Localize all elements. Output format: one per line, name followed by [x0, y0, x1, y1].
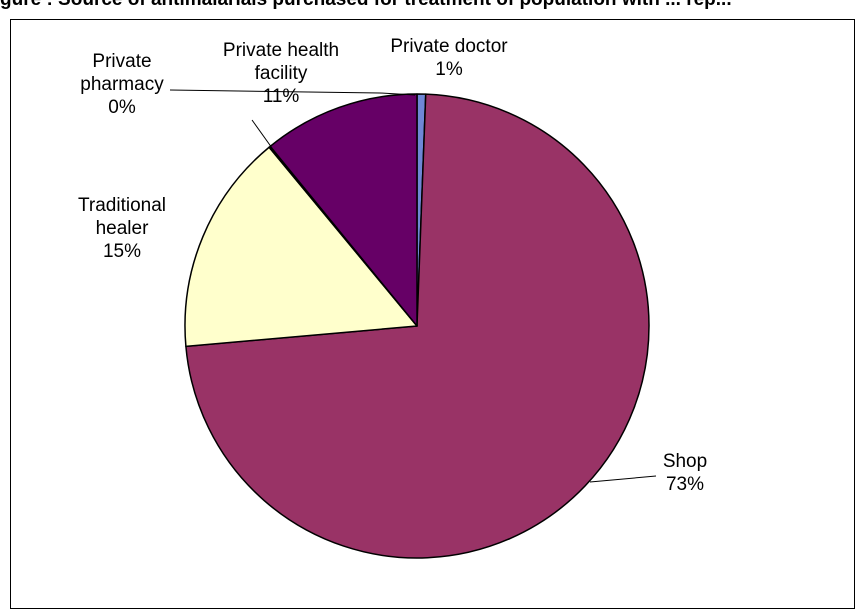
slice-private-health-facility-label-line: facility [255, 63, 308, 84]
slice-private-pharmacy-label: Private pharmacy 0% [80, 51, 164, 118]
slice-private-health-facility-leader-line [251, 119, 273, 149]
leader-lines [169, 89, 657, 483]
slice-private-pharmacy-label-line: Private [92, 51, 151, 72]
slice-private-doctor-label: Private doctor 1% [390, 36, 508, 80]
slice-private-doctor-label-line: Private doctor [390, 36, 508, 57]
slice-shop-label: Shop 73% [663, 451, 707, 495]
slice-private-pharmacy-label-line: 0% [108, 97, 136, 118]
slice-traditional-healer-label: Traditional healer 15% [78, 195, 166, 262]
slice-private-doctor-label-line: 1% [435, 59, 463, 80]
slice-private-pharmacy-label-line: pharmacy [80, 74, 164, 95]
slice-traditional-healer-label-line: 15% [103, 241, 141, 262]
slice-traditional-healer [184, 146, 418, 348]
slice-private-health-facility-label-line: Private health [223, 40, 339, 61]
slice-traditional-healer-label-line: Traditional [78, 195, 166, 216]
slice-private-health-facility-label-line: 11% [263, 86, 300, 107]
slice-shop-label-line: Shop [663, 451, 707, 472]
slice-private-health-facility-label: Private health facility 11% [223, 40, 339, 107]
slice-shop-leader-line [589, 475, 657, 483]
slice-shop-label-line: 73% [666, 474, 704, 495]
figure-title: gure : Source of antimalarials purchased… [0, 0, 732, 11]
pie-slices [184, 93, 650, 559]
slice-labels: Private doctor 1% Shop 73% Traditional healer… [78, 36, 707, 495]
slice-traditional-healer-label-line: healer [96, 218, 149, 239]
slice-private-pharmacy-leader-line [169, 89, 416, 96]
